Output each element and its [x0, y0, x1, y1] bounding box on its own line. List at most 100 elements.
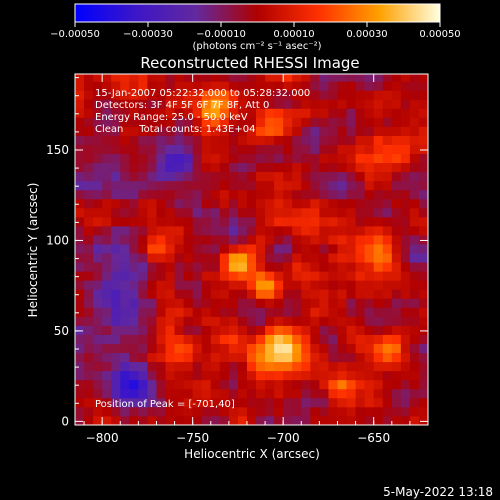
heatmap-cell — [319, 207, 329, 218]
heatmap-cell — [75, 180, 85, 191]
heatmap-cell — [237, 343, 248, 354]
heatmap-cell — [192, 189, 203, 200]
heatmap-cell — [183, 280, 194, 290]
heatmap-cell — [328, 99, 338, 109]
heatmap-cell — [364, 289, 375, 299]
heatmap-cell — [246, 144, 257, 155]
heatmap-cell — [246, 198, 257, 209]
heatmap-cell — [210, 126, 221, 136]
heatmap-cell — [120, 298, 130, 308]
heatmap-cell — [138, 361, 148, 372]
heatmap-cell — [319, 225, 329, 236]
heatmap-cell — [274, 74, 284, 82]
heatmap-cell — [400, 307, 411, 317]
heatmap-cell — [328, 307, 338, 317]
heatmap-cell — [84, 316, 94, 326]
heatmap-cell — [93, 144, 103, 155]
heatmap-cell — [328, 334, 338, 344]
peak-position-label: Position of Peak = [-701,40] — [95, 399, 235, 410]
heatmap-cell — [328, 126, 338, 136]
heatmap-cell — [111, 171, 121, 182]
heatmap-cell — [283, 74, 293, 82]
heatmap-cell — [346, 298, 356, 308]
heatmap-cell — [120, 244, 130, 254]
heatmap-cell — [292, 244, 302, 254]
heatmap-cell — [292, 415, 302, 426]
heatmap-cell — [156, 108, 166, 118]
heatmap-cell — [346, 325, 356, 335]
heatmap-cell — [373, 216, 384, 227]
heatmap-cell — [355, 289, 366, 299]
heatmap-cell — [147, 289, 157, 299]
heatmap-cell — [346, 406, 356, 417]
heatmap-cell — [355, 334, 366, 344]
x-tick-label: −700 — [267, 431, 300, 445]
heatmap-cell — [183, 135, 194, 145]
heatmap-cell — [84, 253, 94, 263]
heatmap-cell — [355, 343, 366, 354]
heatmap-cell — [129, 361, 139, 372]
heatmap-cell — [75, 90, 85, 100]
heatmap-cell — [219, 388, 230, 399]
heatmap-cell — [382, 74, 393, 82]
heatmap-cell — [246, 334, 257, 344]
heatmap-cell — [418, 198, 429, 209]
heatmap-cell — [210, 99, 221, 109]
heatmap-cell — [418, 90, 429, 100]
heatmap-cell — [75, 81, 85, 91]
heatmap-cell — [174, 207, 185, 218]
heatmap-cell — [373, 379, 384, 390]
heatmap-cell — [391, 171, 402, 182]
heatmap-cell — [201, 289, 212, 299]
heatmap-cell — [265, 108, 275, 118]
heatmap-cell — [174, 316, 185, 326]
heatmap-cell — [355, 198, 366, 209]
heatmap-cell — [319, 316, 329, 326]
heatmap-cell — [228, 397, 239, 408]
heatmap-cell — [292, 397, 302, 408]
heatmap-cell — [265, 280, 275, 290]
heatmap-cell — [337, 271, 347, 281]
heatmap-cell — [75, 135, 85, 145]
heatmap-cell — [75, 388, 85, 399]
heatmap-cell — [93, 334, 103, 344]
heatmap-cell — [183, 289, 194, 299]
heatmap-cell — [210, 253, 221, 263]
heatmap-cell — [156, 343, 166, 354]
heatmap-cell — [265, 397, 275, 408]
y-tick-label: 100 — [46, 233, 69, 247]
heatmap-cell — [210, 325, 221, 335]
heatmap-cell — [328, 379, 338, 390]
heatmap-cell — [373, 289, 384, 299]
heatmap-cell — [337, 244, 347, 254]
heatmap-cell — [201, 361, 212, 372]
heatmap-cell — [111, 415, 121, 426]
heatmap-cell — [183, 180, 194, 191]
heatmap-cell — [355, 388, 366, 399]
heatmap-cell — [120, 235, 130, 245]
heatmap-cell — [292, 171, 302, 182]
heatmap-cell — [274, 289, 284, 299]
heatmap-cell — [174, 225, 185, 236]
heatmap-cell — [138, 271, 148, 281]
heatmap-cell — [183, 117, 194, 127]
heatmap-cell — [138, 207, 148, 218]
heatmap-cell — [418, 207, 429, 218]
heatmap-cell — [210, 225, 221, 236]
heatmap-cell — [283, 216, 293, 227]
heatmap-cell — [265, 207, 275, 218]
heatmap-cell — [418, 343, 429, 354]
heatmap-cell — [310, 280, 320, 290]
heatmap-cell — [355, 180, 366, 191]
heatmap-cell — [283, 90, 293, 100]
heatmap-cell — [156, 117, 166, 127]
heatmap-cell — [165, 81, 175, 91]
heatmap-cell — [400, 397, 411, 408]
heatmap-cell — [84, 216, 94, 227]
heatmap-cell — [364, 343, 375, 354]
heatmap-cell — [418, 153, 429, 164]
heatmap-cell — [84, 235, 94, 245]
heatmap-cell — [102, 352, 112, 363]
heatmap-cell — [192, 379, 203, 390]
heatmap-cell — [111, 253, 121, 263]
